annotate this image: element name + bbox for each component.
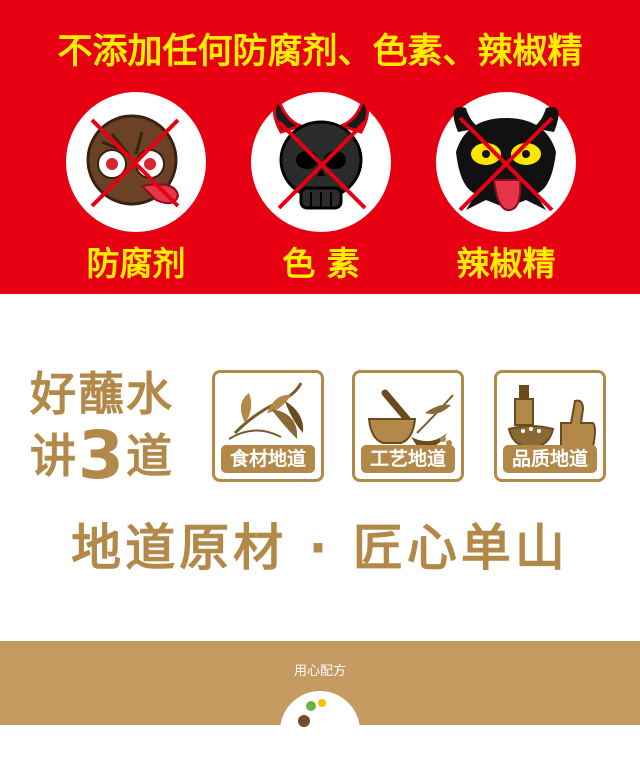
chili-extract-label: 辣椒精 — [456, 244, 556, 283]
green-dot-icon — [306, 701, 316, 711]
slogan-line-2-suffix: 道 — [125, 429, 174, 483]
chili-extract-badge — [436, 92, 576, 232]
pigment-skull-icon — [273, 97, 369, 210]
quality-tile-label: 品质地道 — [503, 445, 597, 473]
preservative-badge — [66, 92, 206, 232]
ingredient-tile-label: 食材地道 — [221, 445, 315, 473]
pigment-label: 色 素 — [282, 244, 360, 283]
brown-dot-icon — [298, 715, 310, 727]
yellow-dot-icon — [318, 699, 326, 707]
pigment-badge — [251, 92, 391, 232]
slogan-line-2-prefix: 讲 — [30, 429, 78, 483]
recipe-emblem — [280, 691, 360, 771]
slogan-line-2: 讲3道 — [30, 423, 174, 489]
recipe-title: 用心配方 — [293, 664, 346, 679]
no-additives-heading: 不添加任何防腐剂、色素、辣椒精 — [57, 32, 583, 72]
preservative-label: 防腐剂 — [86, 244, 186, 283]
slogan-line-1: 好蘸水 — [30, 367, 174, 421]
quality-tile: 品质地道 — [494, 370, 606, 482]
thumbs-up-bowl-icon — [507, 385, 596, 449]
slogan-number: 3 — [78, 417, 126, 494]
craft-tile-label: 工艺地道 — [361, 445, 455, 473]
preservative-monster-icon — [86, 114, 180, 208]
chili-extract-devil-icon — [453, 107, 559, 212]
feature-headline: 地道原材 · 匠心单山 — [71, 519, 569, 577]
chili-plant-icon — [228, 382, 304, 440]
no-additives-banner: 不添加任何防腐剂、色素、辣椒精 防腐剂 — [0, 0, 640, 294]
craft-tile: 工艺地道 — [352, 370, 464, 482]
recipe-section: 用心配方 — [0, 641, 640, 771]
ingredient-tile: 食材地道 — [212, 370, 324, 482]
